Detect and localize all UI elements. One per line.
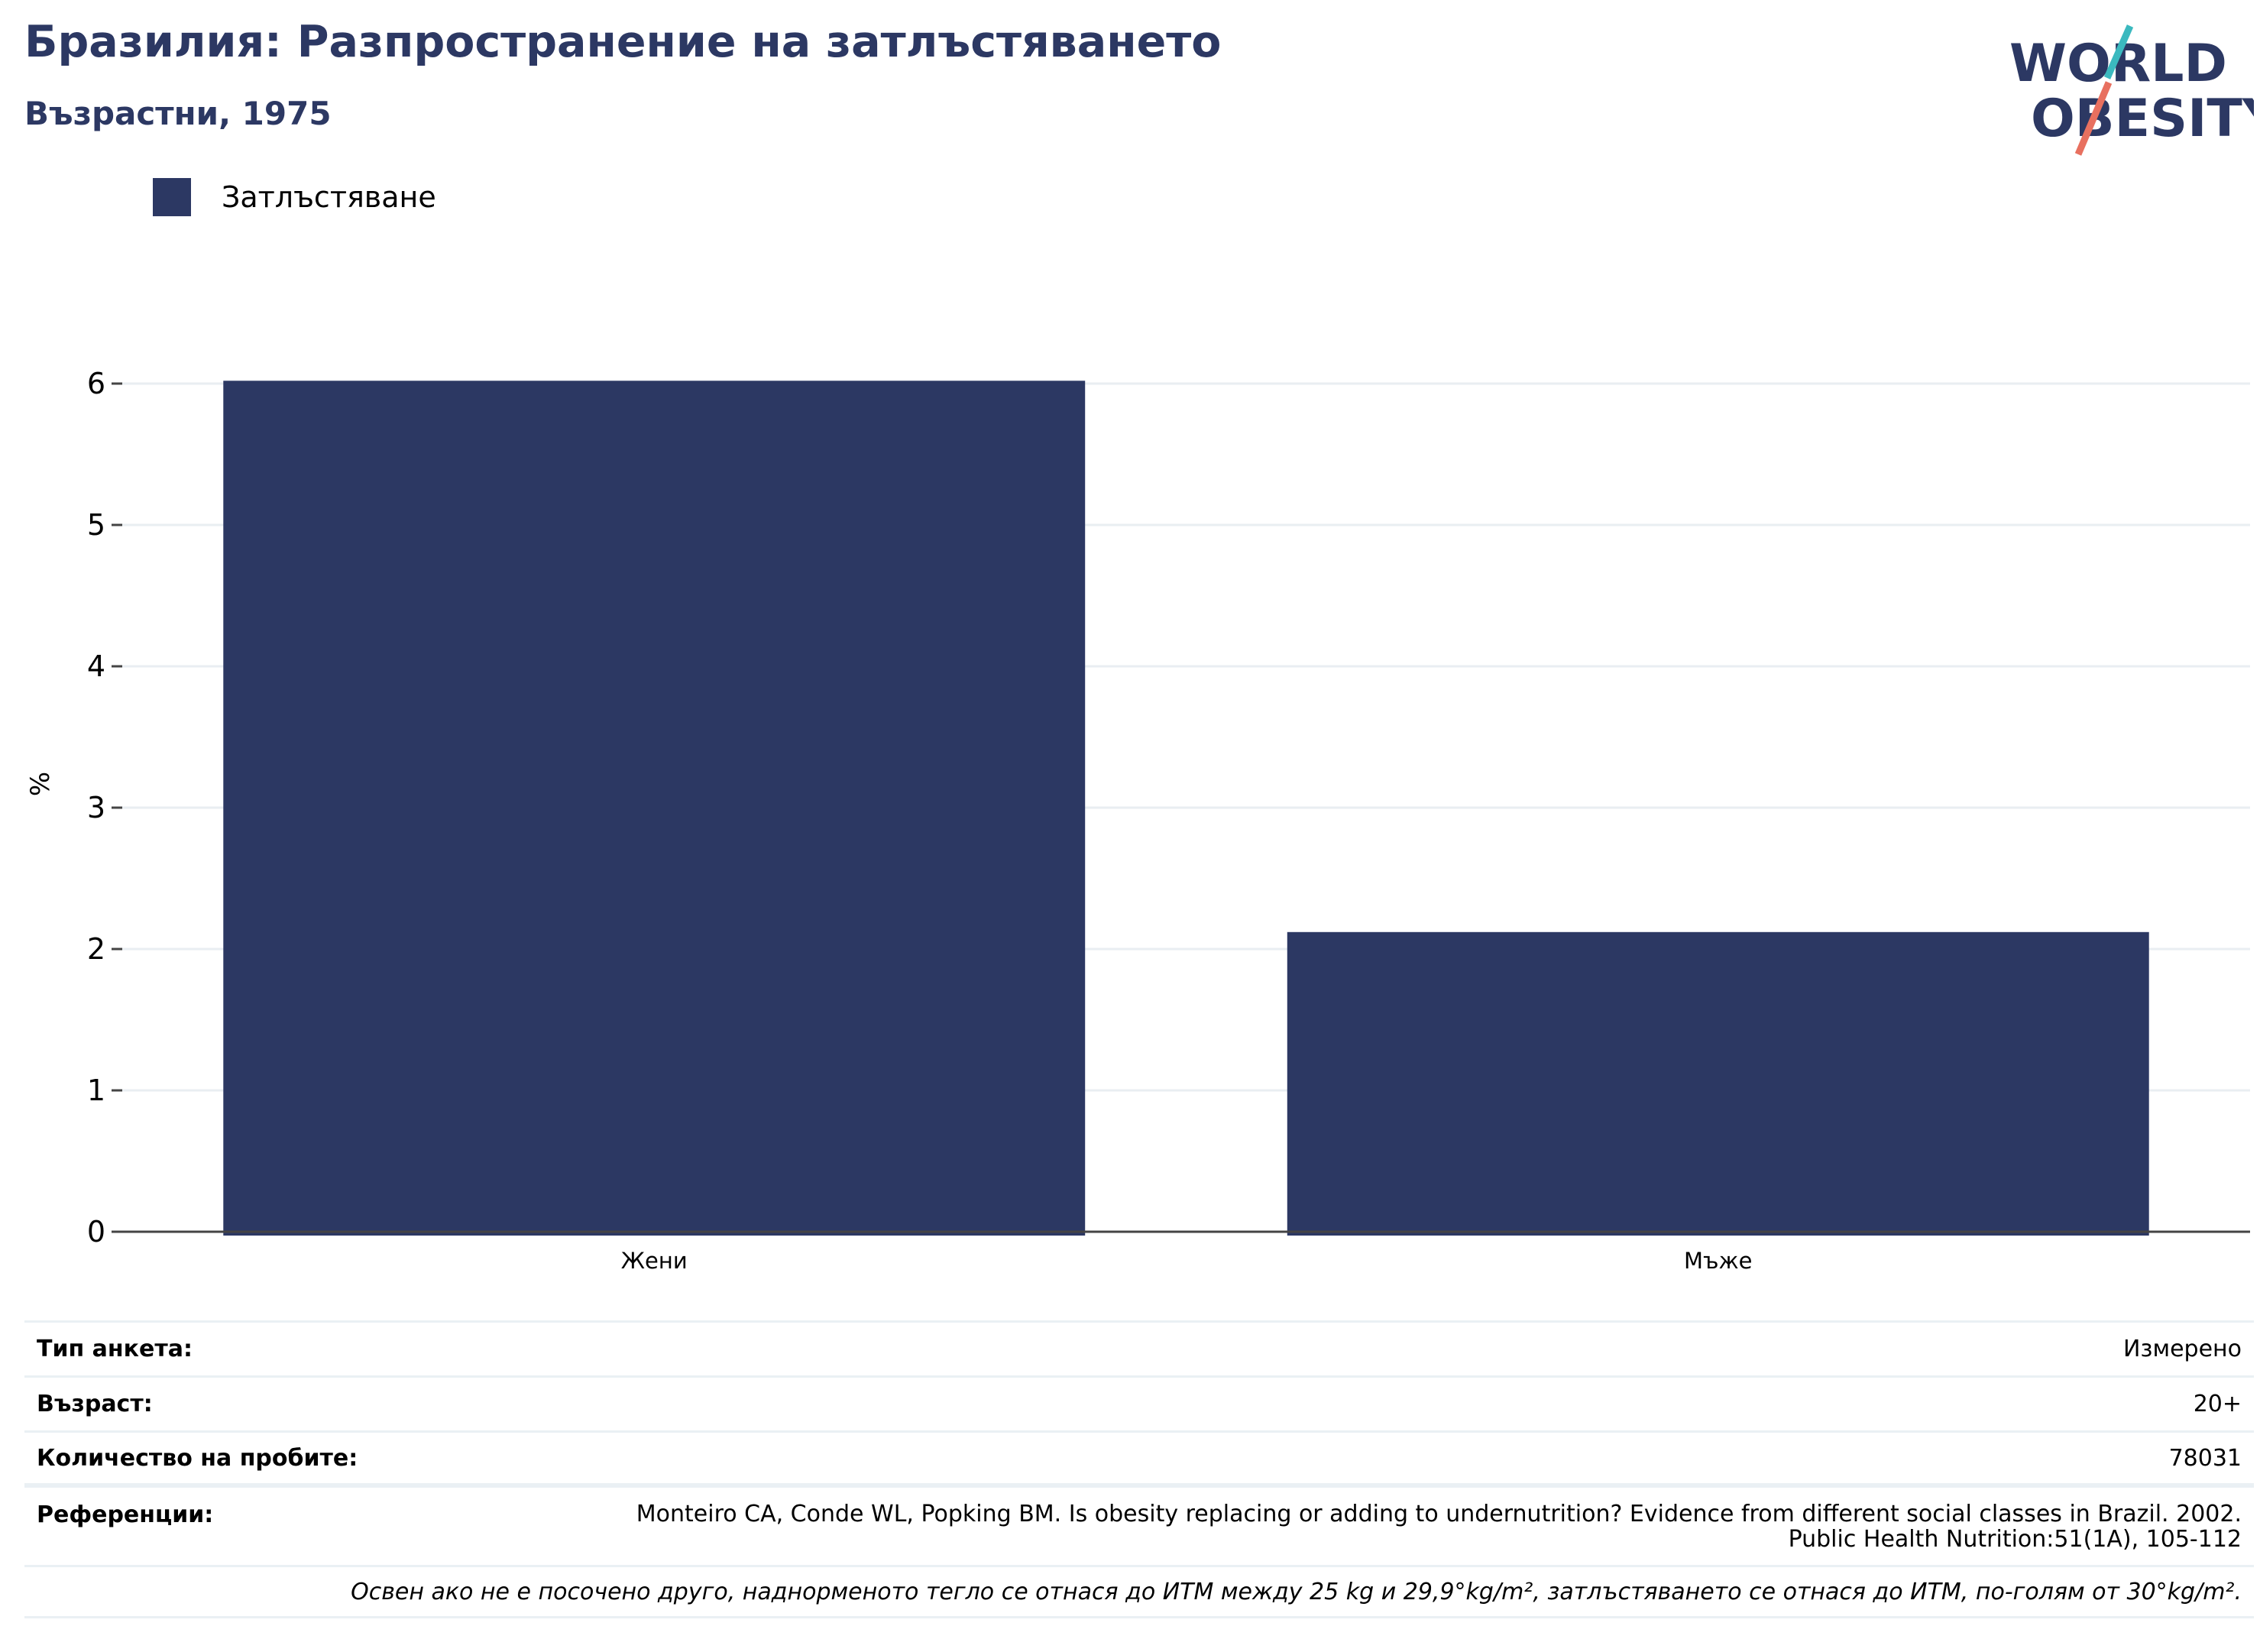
y-tick-label: 6: [87, 367, 105, 400]
y-axis-label: %: [25, 772, 56, 796]
y-tick-label: 2: [87, 932, 105, 966]
meta-row: Тип анкета: Измерено: [24, 1320, 2254, 1375]
page-subtitle: Възрастни, 1975: [24, 95, 332, 132]
y-tick-label: 1: [87, 1074, 105, 1107]
y-tick-label: 5: [87, 508, 105, 542]
bar-2: [1287, 931, 2149, 1236]
page-title: Бразилия: Разпространение на затлъстяван…: [24, 17, 1222, 67]
meta-key: Количество на пробите:: [37, 1444, 358, 1472]
y-tick-label: 4: [87, 649, 105, 683]
reference-text: Monteiro CA, Conde WL, Popking BM. Is ob…: [636, 1501, 2242, 1565]
logo-line-2: OBESITY: [2031, 89, 2254, 149]
meta-key: Тип анкета:: [37, 1336, 193, 1362]
meta-value: 78031: [2168, 1444, 2242, 1472]
y-axis-ticks: 0 1 2 3 4 5 6: [87, 367, 122, 1249]
logo-line-1: WORLD: [2009, 34, 2227, 94]
meta-row: Количество на пробите: 78031: [24, 1430, 2254, 1485]
meta-value: Измерено: [2123, 1336, 2242, 1362]
bar-chart: 0 1 2 3 4 5 6 Жени Мъже %: [25, 367, 2250, 1274]
legend-swatch: [153, 178, 191, 216]
x-tick-label: Жени: [621, 1248, 688, 1274]
bars: [223, 381, 2149, 1236]
reference-line-1: Monteiro CA, Conde WL, Popking BM. Is ob…: [636, 1501, 2242, 1527]
x-axis-ticks: Жени Мъже: [621, 1248, 1753, 1274]
footnote: Освен ако не е посочено друго, наднормен…: [24, 1565, 2254, 1618]
y-tick-label: 0: [87, 1215, 105, 1249]
y-tick-label: 3: [87, 791, 105, 824]
bar-1: [223, 381, 1086, 1236]
legend-label: Затлъстяване: [222, 180, 436, 214]
meta-row-reference: Референции: Monteiro CA, Conde WL, Popki…: [24, 1485, 2254, 1565]
logo-slash-coral: [2074, 81, 2113, 156]
meta-key: Референции:: [37, 1501, 214, 1528]
logo-slash-teal: [2103, 24, 2134, 79]
x-tick-label: Мъже: [1684, 1248, 1752, 1274]
meta-row: Възраст: 20+: [24, 1375, 2254, 1430]
meta-key: Възраст:: [37, 1391, 153, 1417]
legend: Затлъстяване: [153, 177, 436, 217]
metadata-table: Тип анкета: Измерено Възраст: 20+ Количество…: [24, 1320, 2254, 1618]
reference-line-2: Public Health Nutrition:51(1A), 105-112: [1788, 1526, 2242, 1553]
meta-value: 20+: [2193, 1391, 2242, 1417]
world-obesity-logo: WORLD OBESITY: [2009, 24, 2254, 156]
